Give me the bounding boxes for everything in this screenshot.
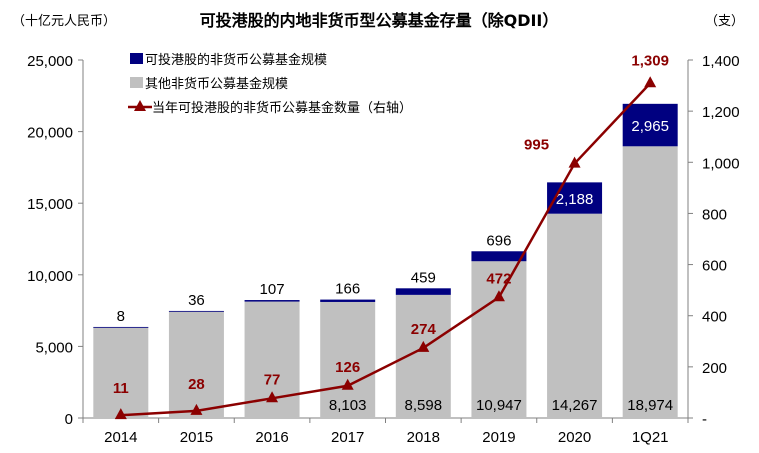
count-label-2014: 11 bbox=[113, 380, 129, 397]
bar-other-2020 bbox=[547, 213, 603, 418]
count-label-2020: 995 bbox=[524, 137, 549, 154]
label-other-2019: 10,947 bbox=[476, 397, 522, 414]
label-hk-2015: 36 bbox=[188, 292, 205, 309]
count-label-1Q21: 1,309 bbox=[631, 52, 669, 69]
label-hk-2016: 107 bbox=[260, 281, 285, 298]
label-other-2018: 8,598 bbox=[405, 397, 443, 414]
right-tick-label: 400 bbox=[702, 309, 727, 326]
left-tick-label: 25,000 bbox=[27, 53, 73, 70]
bar-other-2017 bbox=[320, 301, 376, 418]
triangle-marker-2014 bbox=[114, 408, 127, 420]
bar-hk-2019 bbox=[471, 251, 527, 262]
triangle-marker-2017 bbox=[341, 378, 354, 390]
left-tick-label: 0 bbox=[65, 411, 73, 428]
legend-swatch bbox=[130, 53, 143, 64]
count-label-2018: 274 bbox=[411, 321, 437, 338]
count-label-2016: 77 bbox=[264, 371, 281, 388]
right-tick-label: 1,400 bbox=[702, 53, 740, 70]
label-hk-2017: 166 bbox=[335, 281, 360, 298]
label-hk-2018: 459 bbox=[411, 269, 436, 286]
bar-hk-2018 bbox=[395, 288, 451, 295]
count-label-2019: 472 bbox=[486, 270, 511, 287]
triangle-marker-1Q21 bbox=[644, 76, 657, 88]
bar-other-2019 bbox=[471, 261, 527, 418]
right-tick-label: 200 bbox=[702, 360, 727, 377]
label-hk-2020: 2,188 bbox=[556, 191, 594, 208]
x-tick-label: 1Q21 bbox=[632, 429, 669, 446]
label-hk-1Q21: 2,965 bbox=[631, 118, 669, 135]
left-tick-label: 15,000 bbox=[27, 196, 73, 213]
legend-label: 其他非货币公募基金规模 bbox=[145, 76, 288, 92]
count-line bbox=[120, 82, 652, 417]
count-label-2017: 126 bbox=[335, 359, 360, 376]
label-other-1Q21: 18,974 bbox=[627, 397, 673, 414]
bar-other-2014 bbox=[93, 327, 149, 418]
bar-hk-2014 bbox=[93, 326, 149, 328]
left-tick-label: 10,000 bbox=[27, 268, 73, 285]
right-tick-label: 800 bbox=[702, 206, 727, 223]
x-tick-label: 2014 bbox=[104, 429, 137, 446]
bar-hk-2015 bbox=[168, 310, 224, 312]
triangle-marker-2016 bbox=[266, 391, 279, 403]
bar-other-2015 bbox=[168, 311, 224, 418]
bar-hk-2017 bbox=[320, 299, 376, 302]
legend-label: 当年可投港股的非货币公募基金数量（右轴） bbox=[152, 100, 412, 116]
right-tick-label: 1,200 bbox=[702, 104, 740, 121]
bar-other-1Q21 bbox=[622, 146, 678, 419]
x-tick-label: 2017 bbox=[331, 429, 364, 446]
x-tick-label: 2018 bbox=[407, 429, 440, 446]
label-other-2017: 8,103 bbox=[329, 397, 367, 414]
right-tick-label: 600 bbox=[702, 258, 727, 275]
legend-swatch bbox=[130, 77, 143, 88]
right-tick-label: 1,000 bbox=[702, 155, 740, 172]
label-hk-2019: 696 bbox=[486, 232, 511, 249]
legend-label: 可投港股的非货币公募基金规模 bbox=[145, 52, 327, 68]
x-tick-label: 2020 bbox=[558, 429, 591, 446]
triangle-marker-2018 bbox=[417, 340, 430, 352]
triangle-marker-2020 bbox=[568, 156, 581, 168]
chart-title: 可投港股的内地非货币型公募基金存量（除QDII） bbox=[200, 11, 559, 30]
left-axis-unit: （十亿元人民币） bbox=[12, 14, 116, 29]
x-tick-label: 2019 bbox=[482, 429, 515, 446]
right-axis-unit: （支） bbox=[705, 14, 744, 29]
legend-triangle-icon bbox=[134, 100, 146, 111]
right-tick-label: - bbox=[702, 411, 707, 428]
triangle-marker-2019 bbox=[492, 290, 505, 302]
label-hk-2014: 8 bbox=[117, 308, 125, 325]
bar-hk-2016 bbox=[244, 300, 300, 302]
bar-hk-1Q21 bbox=[622, 103, 678, 147]
triangle-marker-2015 bbox=[190, 403, 203, 415]
x-tick-label: 2015 bbox=[180, 429, 213, 446]
left-tick-label: 20,000 bbox=[27, 125, 73, 142]
label-other-2020: 14,267 bbox=[552, 397, 598, 414]
left-tick-label: 5,000 bbox=[35, 339, 73, 356]
count-label-2015: 28 bbox=[188, 376, 205, 393]
x-tick-label: 2016 bbox=[255, 429, 288, 446]
